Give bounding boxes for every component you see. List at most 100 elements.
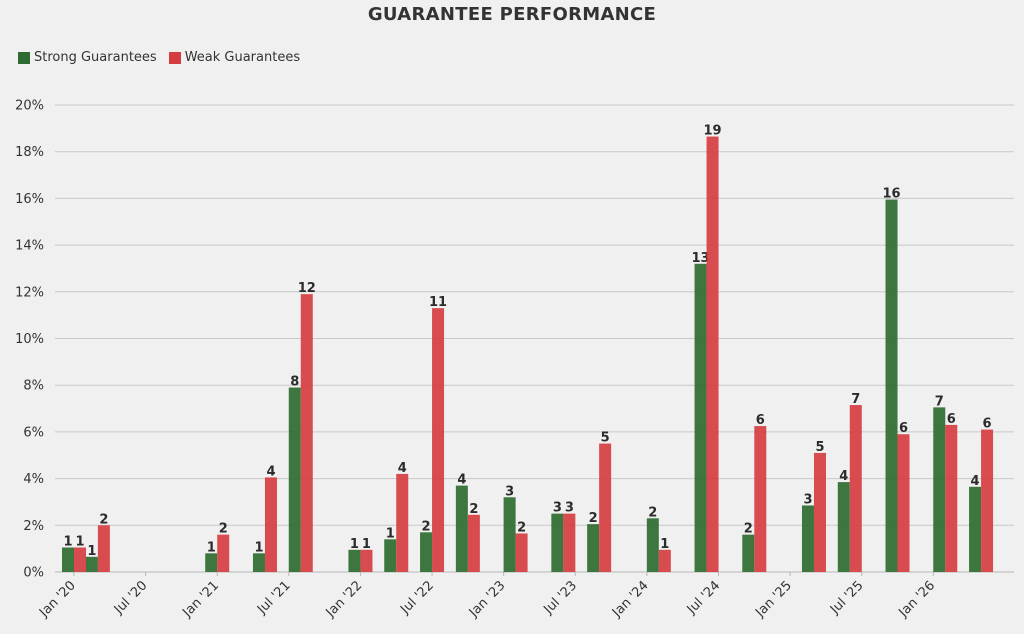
data-label: 7 (935, 394, 944, 409)
bar-weak (849, 405, 862, 572)
y-tick-label: 18% (15, 145, 44, 160)
chart-title: GUARANTEE PERFORMANCE (367, 4, 657, 25)
y-tick-label: 6% (23, 425, 44, 440)
legend-label-strong: Strong Guarantees (34, 50, 157, 65)
data-label: 1 (350, 537, 359, 552)
data-label: 8 (290, 375, 299, 390)
bar-strong (252, 553, 265, 572)
data-label: 5 (601, 431, 610, 446)
data-label: 1 (63, 534, 72, 549)
legend-label-weak: Weak Guarantees (184, 50, 301, 65)
data-label: 7 (851, 392, 860, 407)
bar-strong (551, 513, 564, 572)
legend-swatch-strong (18, 51, 30, 64)
bar-strong (646, 518, 659, 572)
data-label: 2 (589, 511, 598, 526)
x-tick-label: Jan '25 (752, 578, 795, 621)
data-label: 1 (386, 526, 395, 541)
bar-weak (360, 549, 373, 572)
data-label: 2 (648, 505, 657, 520)
bar-weak (981, 429, 994, 572)
data-label: 11 (429, 295, 447, 310)
x-tick-label: Jan '20 (36, 578, 79, 621)
bar-weak (706, 136, 719, 572)
data-label: 3 (803, 492, 812, 507)
bar-weak (813, 452, 826, 572)
data-label: 6 (947, 412, 956, 427)
x-tick-label: Jul '24 (684, 578, 724, 618)
legend-item-strong[interactable]: Strong Guarantees (18, 50, 157, 65)
bar-weak (515, 533, 528, 572)
data-label: 5 (815, 440, 824, 455)
bar-strong (85, 556, 98, 572)
data-label: 6 (899, 421, 908, 436)
bar-weak (432, 308, 445, 572)
bar-strong (420, 532, 433, 572)
data-label: 12 (298, 281, 316, 296)
bar-weak (599, 443, 612, 572)
bar-weak (74, 547, 86, 572)
bar-strong (742, 534, 755, 572)
data-label: 2 (744, 522, 753, 537)
data-label: 2 (469, 502, 478, 517)
data-label: 1 (207, 540, 216, 555)
data-label: 1 (362, 537, 371, 552)
data-label: 4 (971, 474, 980, 489)
data-label: 19 (704, 124, 722, 139)
data-label: 4 (839, 469, 848, 484)
y-tick-label: 0% (23, 566, 44, 581)
data-label: 2 (422, 519, 431, 534)
bar-strong (384, 539, 397, 572)
data-label: 3 (553, 501, 562, 516)
x-tick-label: Jan '26 (896, 578, 939, 621)
bar-weak (264, 477, 277, 572)
y-tick-label: 10% (15, 332, 44, 347)
bar-strong (837, 482, 850, 572)
x-tick-label: Jul '21 (254, 578, 294, 618)
bar-strong (288, 387, 301, 572)
x-tick-label: Jul '25 (827, 578, 867, 618)
bar-weak (396, 473, 409, 572)
data-label: 6 (756, 413, 765, 428)
data-label: 1 (660, 537, 669, 552)
bar-strong (455, 485, 468, 572)
y-tick-label: 4% (23, 472, 44, 487)
bar-strong (969, 486, 982, 572)
data-label: 2 (219, 522, 228, 537)
bar-strong (885, 199, 898, 572)
bar-weak (897, 434, 910, 572)
data-label: 4 (457, 473, 466, 488)
data-label: 2 (99, 512, 108, 527)
x-tick-label: Jan '24 (609, 578, 652, 621)
x-tick-label: Jul '23 (541, 578, 581, 618)
data-label: 16 (882, 187, 900, 202)
bar-weak (658, 549, 671, 572)
bar-strong (933, 407, 946, 572)
bar-weak (563, 513, 576, 572)
x-tick-label: Jan '21 (179, 578, 222, 621)
data-label: 3 (565, 501, 574, 516)
legend-swatch-weak (168, 51, 181, 64)
data-label: 13 (692, 251, 710, 266)
data-label: 1 (87, 544, 96, 559)
data-label: 2 (517, 520, 526, 535)
bar-strong (587, 524, 600, 572)
bar-strong (348, 549, 361, 572)
legend-item-weak[interactable]: Weak Guarantees (168, 50, 301, 65)
y-tick-label: 12% (15, 285, 44, 300)
x-tick-label: Jan '22 (323, 578, 366, 621)
y-tick-label: 16% (15, 192, 44, 207)
data-label: 1 (254, 540, 263, 555)
bar-strong (503, 497, 516, 572)
data-label: 1 (75, 534, 84, 549)
x-tick-label: Jul '22 (397, 578, 437, 618)
x-tick-label: Jul '20 (111, 578, 151, 618)
y-tick-label: 20% (15, 99, 44, 114)
x-tick-label: Jan '23 (466, 578, 509, 621)
bar-weak (467, 514, 480, 572)
legend: Strong Guarantees Weak Guarantees (18, 50, 300, 65)
y-tick-label: 2% (23, 519, 44, 534)
bar-strong (205, 553, 218, 572)
bar-weak (754, 426, 767, 572)
